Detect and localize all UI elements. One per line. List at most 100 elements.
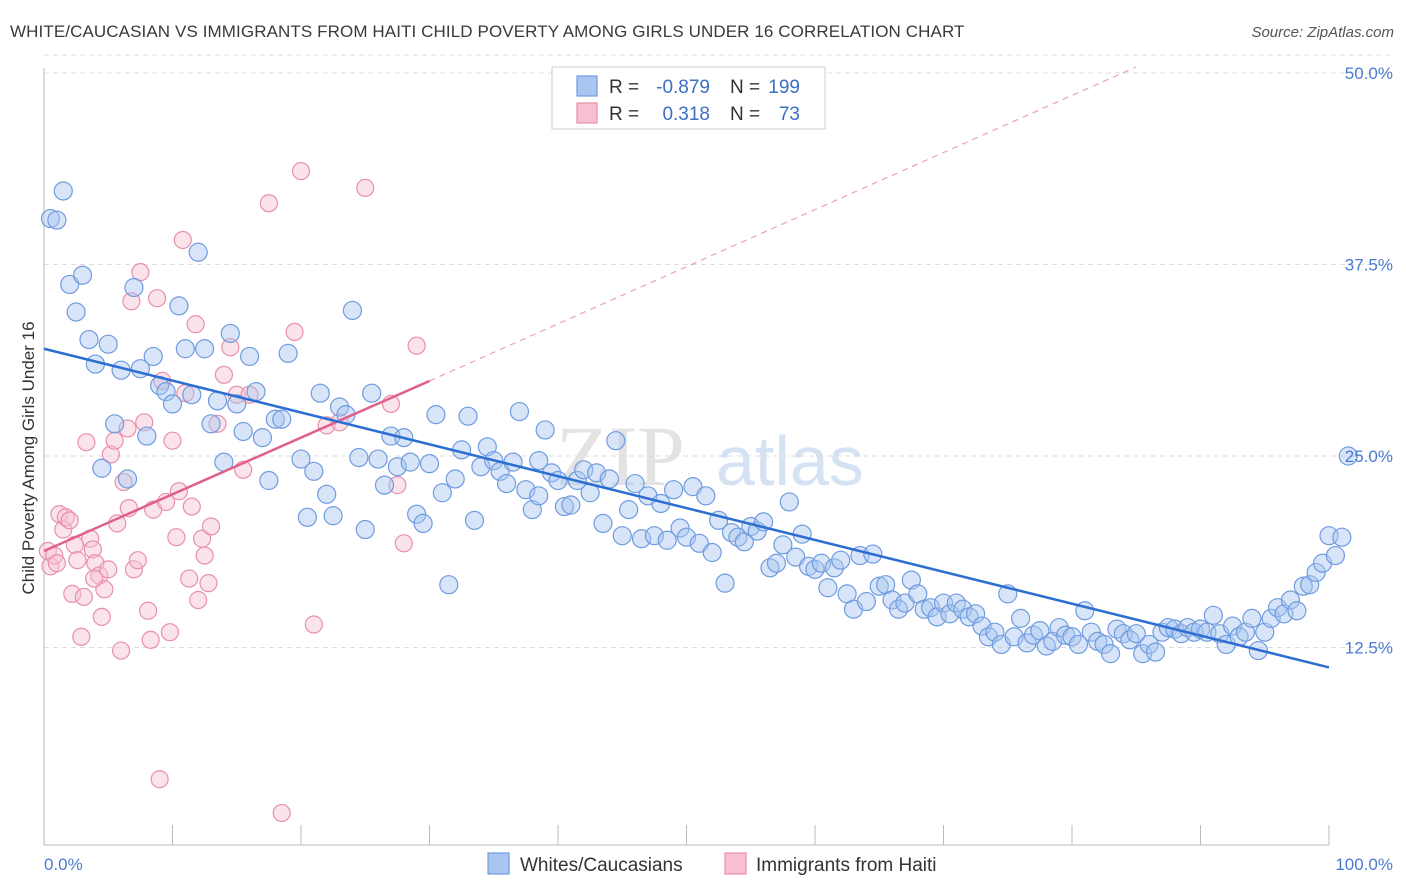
data-point-haiti [272,803,291,823]
data-point-white [175,339,195,359]
data-point-white [227,394,247,414]
axes [43,68,1330,846]
data-point-white [766,553,787,573]
trend-line-white [43,347,1330,669]
data-point-white [47,210,67,230]
data-point-white [323,506,343,526]
chart-title: WHITE/CAUCASIAN VS IMMIGRANTS FROM HAITI… [10,22,965,41]
data-point-white [400,452,420,472]
data-point-haiti [221,338,240,357]
y-axis-label: Child Poverty Among Girls Under 16 [19,321,38,594]
data-point-white [773,535,793,555]
data-point-white [561,495,581,515]
data-point-white [143,346,163,367]
data-point-white [349,447,369,468]
data-point-haiti [90,566,109,585]
data-point-white [779,492,799,512]
legend-n-label: N = [730,104,760,125]
data-point-white [182,385,202,405]
data-point-white [272,409,292,429]
data-point-white [1261,608,1281,628]
data-point-white [529,450,549,471]
data-point-white [1293,576,1313,596]
data-point-white [593,513,613,534]
data-point-haiti [128,551,147,570]
data-point-white [252,428,273,448]
x-tick-label: 0.0% [44,855,83,874]
legend-n-value: 199 [768,77,800,98]
data-point-white [599,469,620,489]
data-point-haiti [85,569,104,588]
bottom-legend-label-haiti: Immigrants from Haiti [756,855,937,876]
data-point-white [1068,634,1089,655]
data-point-white [458,406,478,426]
data-point-white [1280,590,1301,610]
data-point-white [304,461,324,481]
data-point-haiti [182,497,201,516]
data-point-haiti [195,546,214,565]
data-point-white [1287,601,1307,621]
data-point-white [317,484,337,504]
data-point-white [259,470,279,491]
data-point-haiti [138,601,158,620]
data-point-white [124,277,144,298]
data-point-white [1145,642,1166,662]
data-point-white [1126,624,1146,644]
data-point-haiti [92,607,111,626]
data-point-white [818,578,838,598]
data-point-haiti [99,560,118,579]
data-point-white [619,500,639,520]
trend-line-haiti-extended [429,66,1137,382]
data-point-white [856,591,877,612]
data-point-white [953,599,973,619]
data-point-white [53,181,73,201]
series-legend: Whites/Caucasians Immigrants from Haiti [487,852,937,876]
data-point-white [1338,446,1358,466]
legend-n-label: N = [730,77,760,98]
data-point-white [278,343,298,363]
data-point-white [426,405,446,425]
data-point-white [362,383,382,403]
data-point-white [1325,545,1346,566]
data-point-white [1017,633,1037,653]
data-point-white [162,394,183,414]
data-point-white [811,553,832,573]
data-point-haiti [147,289,167,308]
legend-swatch-white [576,75,598,97]
data-point-white [310,383,330,403]
data-point-white [1100,644,1121,664]
data-point-white [535,420,555,440]
x-tick-labels: 0.0% 100.0% [44,855,1393,874]
data-point-white [342,300,362,321]
data-point-haiti [77,433,96,452]
data-point-haiti [111,641,131,660]
trend-lines [43,66,1330,669]
series-haiti-points [38,161,426,823]
source-label: Source: ZipAtlas.com [1251,24,1394,41]
watermark-atlas: atlas [716,422,864,500]
data-point-white [387,457,407,477]
data-point-white [137,426,157,446]
data-point-white [664,480,684,500]
data-point-haiti [180,569,199,588]
data-point-haiti [101,445,120,464]
data-point-white [297,507,318,527]
y-tick-label: 37.5% [1345,256,1393,275]
data-point-white [1139,634,1159,655]
data-point-haiti [356,178,375,197]
legend-r-label: R = [609,77,639,98]
data-point-white [509,401,530,422]
data-point-white [79,329,99,350]
data-point-white [240,346,260,367]
data-point-white [355,519,375,540]
data-point-white [529,486,549,506]
data-point-haiti [208,414,227,433]
data-point-white [432,483,452,503]
data-point-white [195,339,215,359]
data-point-haiti [199,574,218,593]
data-point-white [98,334,118,354]
data-point-white [824,558,844,578]
data-point-white [1332,527,1352,547]
data-point-white [503,452,523,472]
data-point-white [368,449,388,469]
